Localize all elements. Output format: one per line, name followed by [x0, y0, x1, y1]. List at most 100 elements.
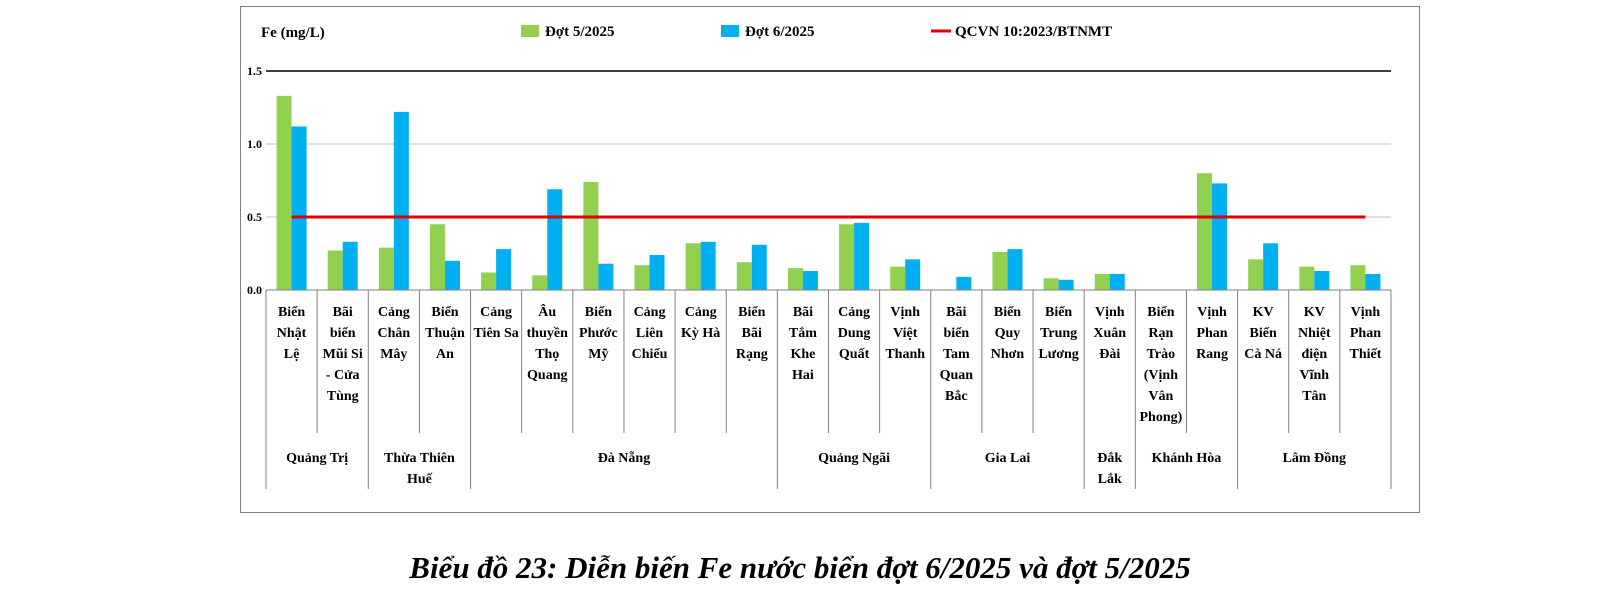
bar-series2-12	[854, 222, 870, 290]
bar-series1-12	[839, 224, 855, 290]
chart-frame: 0.0 0.5 1.0 1.5 Fe (mg/L) Đợt 5/2025 Đợt 6/202…	[240, 6, 1420, 513]
group-label-6-line-1: Đắk	[1097, 451, 1122, 466]
category-label-17-line-3: Đài	[1099, 347, 1120, 362]
group-label-4-line-1: Quảng Ngãi	[818, 451, 890, 466]
bar-series2-7	[598, 263, 614, 290]
group-label-3-line-1: Đà Nẵng	[598, 450, 651, 466]
category-label-19-line-3: Rang	[1196, 347, 1228, 362]
bar-series1-5	[481, 272, 497, 290]
bar-series2-9	[700, 241, 716, 290]
bar-series1-20	[1248, 259, 1264, 290]
category-label-17-line-2: Xuân	[1093, 326, 1126, 341]
category-label-3-line-1: Cảng	[378, 305, 410, 320]
category-label-11-line-2: Tắm	[789, 326, 817, 341]
bar-series1-17	[1094, 273, 1110, 290]
category-label-15-line-3: Nhơn	[991, 347, 1025, 362]
category-label-15-line-2: Quy	[995, 326, 1021, 341]
category-label-9-line-1: Cảng	[685, 305, 717, 320]
category-label-13-line-2: Việt	[893, 326, 918, 341]
bar-series1-11	[787, 268, 803, 290]
category-label-2-line-2: biển	[330, 326, 356, 341]
bar-series2-3	[393, 111, 409, 290]
bar-series1-9	[685, 243, 701, 290]
category-label-10-line-1: Biển	[738, 305, 765, 320]
category-label-15-line-1: Biển	[994, 305, 1021, 320]
group-label-2-line-2: Huế	[407, 472, 433, 487]
bar-series2-20	[1263, 243, 1279, 290]
bar-series2-19	[1212, 183, 1228, 290]
category-label-22-line-2: Phan	[1350, 326, 1381, 341]
bar-series2-15	[1007, 249, 1023, 290]
category-label-3-line-2: Chân	[377, 326, 410, 341]
bar-series2-16	[1058, 279, 1074, 290]
y-tick-label-0.0: 0.0	[247, 283, 262, 297]
bar-series1-19	[1197, 173, 1213, 290]
category-label-22-line-3: Thiết	[1349, 347, 1381, 362]
category-label-14-line-5: Bắc	[945, 389, 968, 404]
category-label-5-line-1: Cảng	[480, 305, 512, 320]
legend-label-2: Đợt 6/2025	[745, 24, 815, 40]
category-label-5-line-2: Tiên Sa	[473, 326, 518, 341]
category-label-7-line-1: Biển	[585, 305, 612, 320]
category-label-19-line-1: Vịnh	[1197, 305, 1227, 320]
category-label-6-line-3: Thọ	[535, 347, 559, 362]
bar-series2-21	[1314, 271, 1330, 290]
bar-series2-6	[547, 189, 563, 290]
category-label-22-line-1: Vịnh	[1351, 305, 1381, 320]
category-label-2-line-5: Tùng	[327, 389, 359, 404]
category-label-21-line-3: điện	[1301, 347, 1327, 362]
category-label-18-line-5: Vân	[1148, 389, 1173, 404]
bar-series2-22	[1365, 273, 1381, 290]
category-label-9-line-2: Kỳ Hà	[681, 326, 720, 341]
bar-series2-1	[291, 126, 307, 290]
bar-series2-8	[649, 254, 665, 290]
group-label-6-line-2: Lắk	[1098, 472, 1122, 487]
category-label-4-line-2: Thuận	[425, 326, 465, 341]
group-label-1-line-1: Quảng Trị	[286, 451, 348, 466]
category-label-6-line-2: thuyền	[527, 326, 568, 341]
category-label-1-line-3: Lệ	[284, 347, 300, 362]
category-label-20-line-3: Cà Ná	[1244, 347, 1282, 362]
category-label-6-line-4: Quang	[527, 368, 567, 383]
bar-series1-15	[992, 252, 1008, 290]
category-label-2-line-4: - Cửa	[326, 368, 360, 383]
bar-series2-2	[342, 241, 358, 290]
category-label-13-line-1: Vịnh	[890, 305, 920, 320]
bar-series2-13	[905, 259, 921, 290]
bar-series1-13	[890, 266, 906, 290]
category-label-20-line-1: KV	[1253, 305, 1274, 320]
bar-series1-22	[1350, 265, 1366, 290]
category-label-14-line-4: Quan	[940, 368, 974, 383]
category-label-11-line-1: Bãi	[793, 305, 813, 320]
category-label-18-line-3: Trào	[1147, 347, 1176, 362]
category-label-13-line-3: Thanh	[885, 347, 925, 362]
category-label-12-line-1: Cảng	[838, 305, 870, 320]
category-label-8-line-3: Chiểu	[632, 347, 668, 362]
bar-series1-1	[276, 95, 292, 290]
category-label-11-line-4: Hai	[792, 368, 814, 383]
group-label-5-line-1: Gia Lai	[985, 451, 1031, 466]
category-label-16-line-3: Lương	[1038, 347, 1078, 362]
category-label-8-line-1: Cảng	[634, 305, 666, 320]
fe-bar-chart: 0.0 0.5 1.0 1.5 Fe (mg/L) Đợt 5/2025 Đợt 6/202…	[247, 24, 1392, 489]
category-label-18-line-2: Rạn	[1148, 326, 1173, 341]
bar-series1-7	[583, 181, 599, 290]
category-label-21-line-2: Nhiệt	[1298, 326, 1331, 341]
bar-series1-6	[532, 275, 548, 290]
category-label-6-line-1: Âu	[538, 303, 556, 320]
category-label-12-line-3: Quất	[839, 347, 870, 362]
category-label-10-line-3: Rạng	[736, 347, 768, 362]
category-label-16-line-1: Biển	[1045, 305, 1072, 320]
category-label-3-line-3: Mây	[380, 347, 407, 362]
category-label-14-line-2: biển	[943, 326, 969, 341]
legend-label-1: Đợt 5/2025	[545, 24, 615, 40]
bar-series1-8	[634, 265, 650, 290]
legend-label-reference: QCVN 10:2023/BTNMT	[955, 24, 1112, 40]
category-label-18-line-6: Phong)	[1139, 410, 1182, 425]
category-label-2-line-1: Bãi	[333, 305, 353, 320]
bar-series2-17	[1109, 273, 1125, 290]
category-label-18-line-4: (Vịnh	[1144, 368, 1178, 383]
category-label-16-line-2: Trung	[1040, 326, 1077, 341]
category-label-7-line-3: Mỹ	[588, 347, 608, 362]
bar-series1-2	[327, 250, 343, 290]
